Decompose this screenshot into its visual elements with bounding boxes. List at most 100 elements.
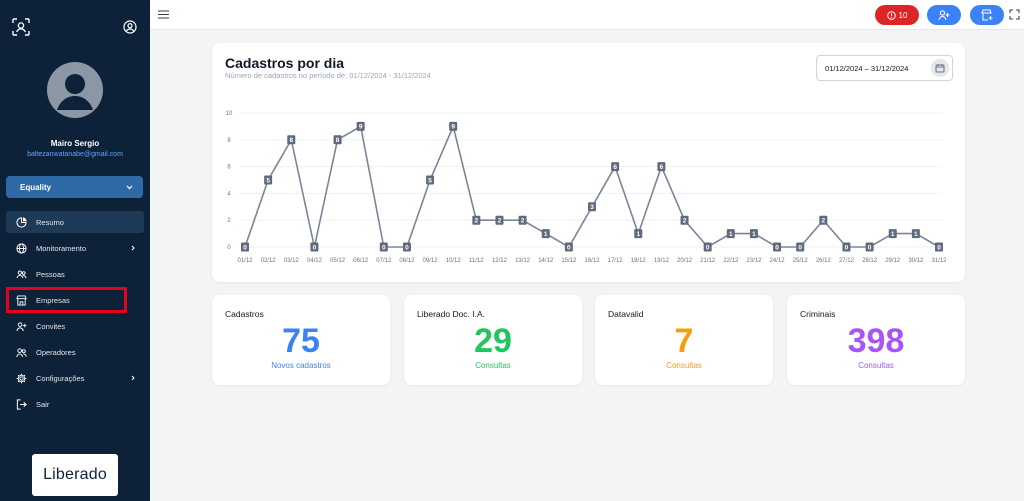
y-tick-label: 10	[226, 111, 233, 117]
x-tick-label: 12/12	[492, 258, 508, 264]
data-point	[518, 215, 527, 225]
stat-value: 398	[847, 322, 905, 360]
data-label: 9	[451, 124, 455, 131]
sidebar-item-resumo[interactable]: Resumo	[6, 211, 144, 233]
sidebar-item-empresas[interactable]: Empresas	[6, 289, 144, 311]
data-point	[611, 162, 620, 172]
data-label: 0	[937, 244, 941, 251]
calendar-button[interactable]	[931, 59, 949, 77]
x-tick-label: 25/12	[793, 258, 809, 264]
user-email: baltezanwatanabe@gmail.com	[27, 151, 123, 158]
data-point	[911, 229, 920, 239]
user-plus-icon	[16, 321, 27, 331]
topbar: 10	[150, 0, 1024, 30]
y-tick-label: 0	[227, 245, 231, 251]
data-label: 0	[706, 244, 710, 251]
data-point	[819, 215, 828, 225]
y-tick-label: 6	[227, 165, 231, 171]
avatar	[47, 62, 103, 118]
data-label: 5	[266, 177, 270, 184]
company-select[interactable]: Equality	[6, 176, 143, 198]
data-label: 2	[521, 218, 525, 225]
x-tick-label: 05/12	[330, 258, 346, 264]
add-user-button[interactable]	[927, 5, 961, 25]
x-tick-label: 19/12	[654, 258, 670, 264]
sidebar-item-pessoas[interactable]: Pessoas	[6, 263, 144, 285]
data-point	[842, 242, 851, 252]
highlight-annotation	[6, 287, 127, 313]
chevron-down-icon	[126, 185, 133, 189]
chart-title: Cadastros por dia	[225, 55, 345, 71]
sidebar-item-configuracoes[interactable]: Configurações	[6, 367, 144, 389]
sidebar-item-sair[interactable]: Sair	[6, 393, 144, 415]
data-point	[634, 229, 643, 239]
x-tick-label: 04/12	[307, 258, 323, 264]
x-tick-label: 24/12	[770, 258, 786, 264]
stat-value: 7	[674, 322, 694, 360]
x-tick-label: 10/12	[446, 258, 462, 264]
data-point	[703, 242, 712, 252]
user-circle-icon[interactable]	[123, 20, 137, 34]
data-label: 2	[683, 218, 687, 225]
data-point	[588, 202, 596, 212]
x-tick-label: 29/12	[885, 258, 901, 264]
company-select-value: Equality	[20, 182, 52, 192]
line-chart: 0246810001/12502/12803/12004/12805/12906…	[226, 111, 948, 264]
data-point	[680, 215, 689, 225]
pie-chart-icon	[16, 216, 27, 228]
fullscreen-icon[interactable]	[1009, 9, 1020, 20]
hamburger-menu-icon[interactable]	[158, 9, 169, 20]
x-tick-label: 11/12	[469, 258, 484, 264]
add-company-button[interactable]	[970, 5, 1004, 25]
sidebar-item-monitoramento[interactable]: Monitoramento	[6, 237, 144, 259]
data-label: 3	[590, 204, 594, 211]
data-label: 1	[752, 231, 756, 238]
data-point	[333, 135, 342, 145]
x-tick-label: 22/12	[723, 258, 739, 264]
logout-icon	[16, 398, 27, 410]
stat-value: 29	[474, 322, 512, 360]
data-point	[426, 175, 435, 185]
data-point	[726, 229, 735, 239]
x-tick-label: 03/12	[284, 258, 300, 264]
sidebar-item-label: Configurações	[36, 373, 85, 383]
stat-subtitle: Novos cadastros	[271, 361, 331, 370]
data-label: 6	[613, 164, 617, 171]
sidebar-item-label: Operadores	[36, 347, 76, 357]
x-tick-label: 06/12	[353, 258, 369, 264]
sidebar-item-convites[interactable]: Convites	[6, 315, 144, 337]
sidebar-item-operadores[interactable]: Operadores	[6, 341, 144, 363]
data-point	[541, 229, 550, 239]
stat-subtitle: Consultas	[666, 361, 702, 370]
user-placeholder-icon	[57, 74, 93, 110]
stat-subtitle: Consultas	[858, 361, 894, 370]
data-label: 9	[359, 124, 363, 131]
data-label: 1	[891, 231, 895, 238]
sidebar-item-label: Convites	[36, 321, 66, 331]
data-point	[310, 242, 319, 252]
data-label: 0	[382, 244, 386, 251]
x-tick-label: 31/12	[931, 258, 947, 264]
stat-card-cadastros: Cadastros 75 Novos cadastros	[212, 295, 390, 385]
data-label: 5	[428, 177, 432, 184]
x-tick-label: 27/12	[839, 258, 855, 264]
date-range-value: 01/12/2024 – 31/12/2024	[825, 63, 909, 73]
date-range-picker[interactable]: 01/12/2024 – 31/12/2024	[816, 55, 953, 81]
sidebar-item-label: Pessoas	[36, 269, 65, 279]
alerts-count: 10	[898, 10, 908, 20]
data-label: 8	[336, 137, 340, 144]
store-plus-icon	[981, 9, 993, 21]
data-point	[449, 121, 458, 131]
data-label: 6	[660, 164, 664, 171]
data-point	[773, 242, 782, 252]
data-point	[657, 162, 666, 172]
sidebar: Mairo Sergio baltezanwatanabe@gmail.com …	[0, 0, 150, 501]
stat-card-criminais: Criminais 398 Consultas	[787, 295, 965, 385]
data-label: 8	[289, 137, 293, 144]
alerts-button[interactable]: 10	[875, 5, 919, 25]
data-label: 2	[475, 218, 479, 225]
user-group-icon	[16, 347, 27, 357]
stat-title: Datavalid	[608, 309, 644, 319]
calendar-icon	[935, 64, 945, 73]
sidebar-item-label: Sair	[36, 399, 50, 409]
